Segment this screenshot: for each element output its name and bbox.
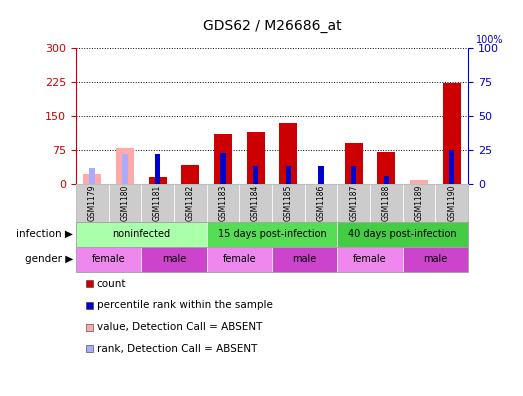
Text: GSM1181: GSM1181 [153, 185, 162, 221]
Bar [351, 166, 356, 184]
Bar [384, 176, 389, 184]
Bar [378, 152, 395, 184]
Bar [319, 166, 324, 184]
Text: 15 days post-infection: 15 days post-infection [218, 229, 326, 239]
Bar [83, 174, 101, 184]
Text: GSM1186: GSM1186 [316, 185, 325, 221]
Text: GSM1179: GSM1179 [88, 185, 97, 221]
Text: GDS62 / M26686_at: GDS62 / M26686_at [202, 19, 342, 33]
Bar [443, 83, 461, 184]
Bar [89, 168, 95, 184]
Text: gender ▶: gender ▶ [25, 254, 73, 264]
Text: percentile rank within the sample: percentile rank within the sample [97, 300, 272, 310]
Text: GSM1182: GSM1182 [186, 185, 195, 221]
Bar [149, 177, 166, 184]
Text: GSM1185: GSM1185 [284, 185, 293, 221]
Bar [247, 132, 265, 184]
Bar [214, 134, 232, 184]
Text: 100%: 100% [476, 35, 504, 45]
Bar [410, 179, 428, 184]
Bar [449, 150, 454, 184]
Bar [181, 165, 199, 184]
Text: female: female [353, 254, 387, 264]
Text: GSM1187: GSM1187 [349, 185, 358, 221]
Text: GSM1180: GSM1180 [120, 185, 129, 221]
Text: count: count [97, 278, 126, 289]
Text: male: male [292, 254, 317, 264]
Text: GSM1190: GSM1190 [447, 185, 456, 221]
Text: female: female [222, 254, 256, 264]
Text: male: male [423, 254, 448, 264]
Text: female: female [92, 254, 126, 264]
Bar [345, 143, 362, 184]
Bar [279, 123, 297, 184]
Bar [122, 154, 128, 184]
Bar [253, 166, 258, 184]
Bar [220, 153, 225, 184]
Text: GSM1184: GSM1184 [251, 185, 260, 221]
Text: infection ▶: infection ▶ [16, 229, 73, 239]
Text: noninfected: noninfected [112, 229, 170, 239]
Text: 40 days post-infection: 40 days post-infection [348, 229, 457, 239]
Text: GSM1183: GSM1183 [219, 185, 228, 221]
Bar [155, 154, 160, 184]
Text: rank, Detection Call = ABSENT: rank, Detection Call = ABSENT [97, 344, 257, 354]
Bar [116, 148, 134, 184]
Bar [286, 166, 291, 184]
Text: GSM1188: GSM1188 [382, 185, 391, 221]
Text: male: male [162, 254, 186, 264]
Text: value, Detection Call = ABSENT: value, Detection Call = ABSENT [97, 322, 262, 332]
Text: GSM1189: GSM1189 [415, 185, 424, 221]
